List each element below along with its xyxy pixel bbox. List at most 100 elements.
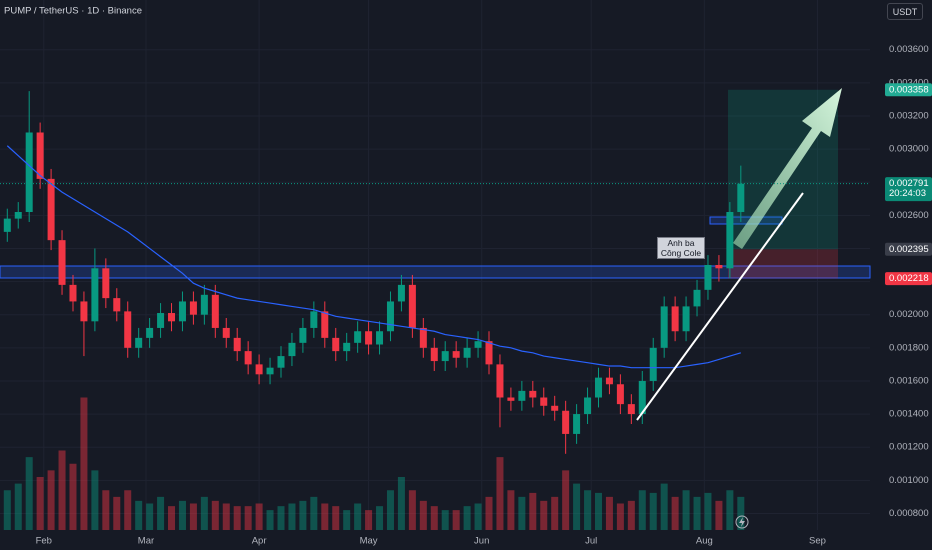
volume-bar bbox=[244, 506, 252, 530]
price-label: 0.002791 bbox=[889, 178, 929, 189]
volume-bar bbox=[704, 492, 712, 530]
countdown: 20:24:03 bbox=[889, 188, 926, 199]
y-tick-label: 0.002600 bbox=[889, 210, 929, 221]
y-tick-label: 0.003000 bbox=[889, 144, 929, 155]
candle-body bbox=[408, 284, 416, 328]
volume-bar bbox=[551, 496, 559, 530]
candle-body bbox=[200, 294, 208, 315]
support-zone bbox=[0, 265, 871, 279]
candle-body bbox=[233, 337, 241, 352]
candle-body bbox=[715, 265, 723, 269]
candle-body bbox=[146, 327, 154, 338]
volume-bar bbox=[594, 492, 602, 530]
candle-body bbox=[222, 327, 230, 338]
candle-body bbox=[14, 212, 22, 219]
candle-body bbox=[584, 397, 592, 415]
candle-body bbox=[419, 327, 427, 348]
candle-body bbox=[80, 301, 88, 322]
candle-body bbox=[452, 351, 460, 358]
alert-bolt bbox=[739, 517, 745, 527]
volume-bar bbox=[135, 500, 143, 530]
volume-bar bbox=[529, 492, 537, 530]
y-tick-label: 0.003600 bbox=[889, 44, 929, 55]
candle-body bbox=[562, 410, 570, 434]
candle-body bbox=[573, 414, 581, 434]
x-tick-label: Feb bbox=[36, 536, 52, 547]
price-label: 0.003358 bbox=[889, 84, 929, 95]
candle-body bbox=[189, 301, 197, 315]
volume-layer bbox=[3, 397, 745, 530]
volume-bar bbox=[649, 492, 657, 530]
volume-bar bbox=[386, 490, 394, 530]
volume-bar bbox=[376, 506, 384, 530]
candle-body bbox=[69, 284, 77, 302]
volume-bar bbox=[157, 496, 165, 530]
price-axis: 0.000800 0.001000 0.001200 0.001400 0.001600… bbox=[885, 44, 932, 519]
x-tick-label: Sep bbox=[809, 536, 826, 547]
volume-bar bbox=[605, 496, 613, 530]
candle-body bbox=[594, 377, 602, 398]
candle-body bbox=[102, 268, 110, 299]
candle-body bbox=[605, 377, 613, 385]
volume-bar bbox=[102, 490, 110, 530]
price-label-box bbox=[885, 272, 932, 286]
candle-body bbox=[178, 301, 186, 322]
volume-bar bbox=[365, 510, 373, 530]
y-tick-label: 0.001800 bbox=[889, 342, 929, 353]
candle-body bbox=[255, 364, 263, 375]
candle-body bbox=[36, 132, 44, 179]
candle-body bbox=[627, 404, 635, 415]
candle-body bbox=[332, 337, 340, 352]
volume-bar bbox=[233, 506, 241, 530]
candle-body bbox=[485, 341, 493, 365]
candle-body bbox=[693, 289, 701, 307]
candle-body bbox=[660, 306, 668, 348]
volume-bar bbox=[616, 503, 624, 530]
candle-body bbox=[463, 347, 471, 358]
volume-bar bbox=[277, 506, 285, 530]
candle-body bbox=[671, 306, 679, 332]
volume-bar bbox=[408, 490, 416, 530]
volume-bar bbox=[660, 483, 668, 530]
volume-bar bbox=[255, 503, 263, 530]
volume-bar bbox=[14, 483, 22, 530]
volume-bar bbox=[737, 496, 745, 530]
candle-body bbox=[3, 218, 11, 232]
candle-body bbox=[529, 390, 537, 398]
volume-bar bbox=[507, 490, 515, 530]
volume-bar bbox=[124, 490, 132, 530]
candle-body bbox=[507, 397, 515, 401]
volume-bar bbox=[584, 490, 592, 530]
candle-body bbox=[157, 313, 165, 328]
currency-button[interactable]: USDT bbox=[887, 3, 923, 20]
position-box bbox=[728, 89, 838, 279]
volume-bar bbox=[485, 496, 493, 530]
x-tick-label: Jul bbox=[585, 536, 597, 547]
price-label-box bbox=[885, 242, 932, 256]
x-tick-label: Jun bbox=[474, 536, 489, 547]
volume-bar bbox=[332, 506, 340, 530]
candle-body bbox=[737, 183, 745, 212]
candle-body bbox=[365, 331, 373, 345]
candle-body bbox=[310, 311, 318, 328]
loss-zone bbox=[728, 249, 838, 279]
x-tick-label: Apr bbox=[252, 536, 267, 547]
volume-bar bbox=[540, 500, 548, 530]
candle-body bbox=[682, 306, 690, 332]
volume-bar bbox=[222, 503, 230, 530]
volume-bar bbox=[474, 503, 482, 530]
volume-bar bbox=[25, 457, 33, 530]
chart-header: PUMP / TetherUS · 1D · Binance bbox=[4, 6, 142, 17]
candle-body bbox=[299, 327, 307, 343]
price-label-box bbox=[885, 83, 932, 97]
alert-icon[interactable] bbox=[735, 515, 749, 529]
volume-bar bbox=[200, 496, 208, 530]
candle-body bbox=[441, 351, 449, 362]
volume-bar bbox=[80, 397, 88, 530]
candle-body bbox=[540, 397, 548, 406]
candle-body bbox=[474, 341, 482, 348]
volume-bar bbox=[321, 503, 329, 530]
volume-bar bbox=[693, 496, 701, 530]
